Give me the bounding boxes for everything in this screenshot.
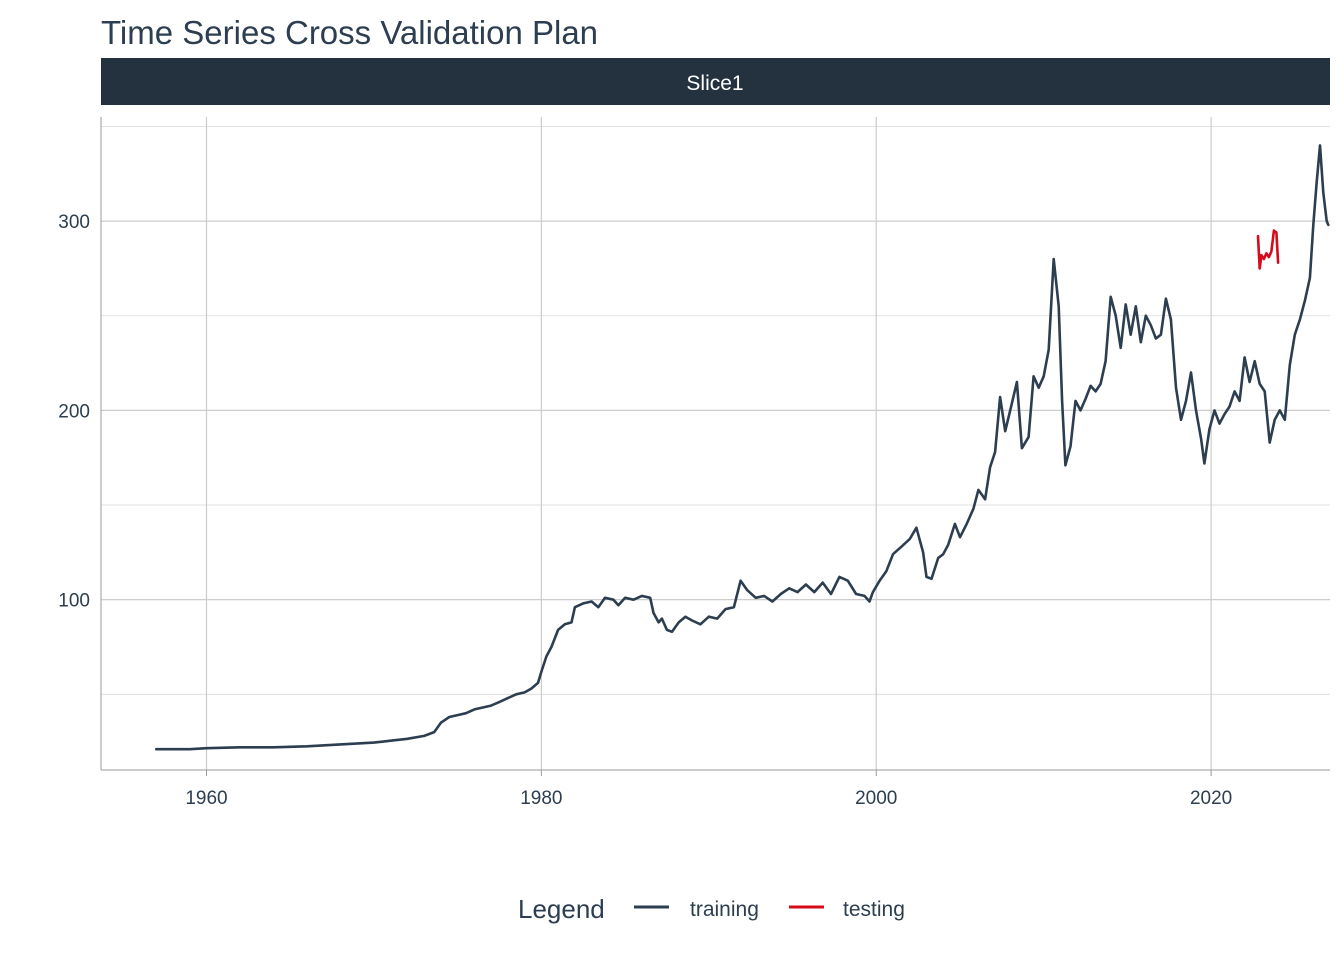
x-tick-label: 2000	[855, 788, 897, 809]
x-tick-label: 1960	[185, 788, 227, 809]
facet-strip	[101, 58, 1330, 105]
series-layer	[155, 144, 1330, 751]
legend-label-training: training	[690, 898, 759, 921]
grid	[101, 117, 1330, 770]
x-axis: 1960 1980 2000 2020	[185, 770, 1232, 809]
chart-title: Time Series Cross Validation Plan	[101, 14, 598, 51]
y-tick-label: 300	[58, 212, 90, 233]
y-axis: 100 200 300	[58, 212, 90, 612]
y-tick-label: 100	[58, 591, 90, 612]
x-tick-label: 2020	[1190, 788, 1232, 809]
y-tick-label: 200	[58, 401, 90, 422]
x-tick-label: 1980	[520, 788, 562, 809]
legend-label-testing: testing	[843, 898, 905, 921]
facet-strip-label: Slice1	[686, 72, 743, 95]
series-line-training	[155, 144, 1330, 751]
legend-title: Legend	[518, 894, 605, 924]
series-line-testing	[1256, 229, 1280, 270]
legend: Legend training testing	[518, 894, 905, 924]
